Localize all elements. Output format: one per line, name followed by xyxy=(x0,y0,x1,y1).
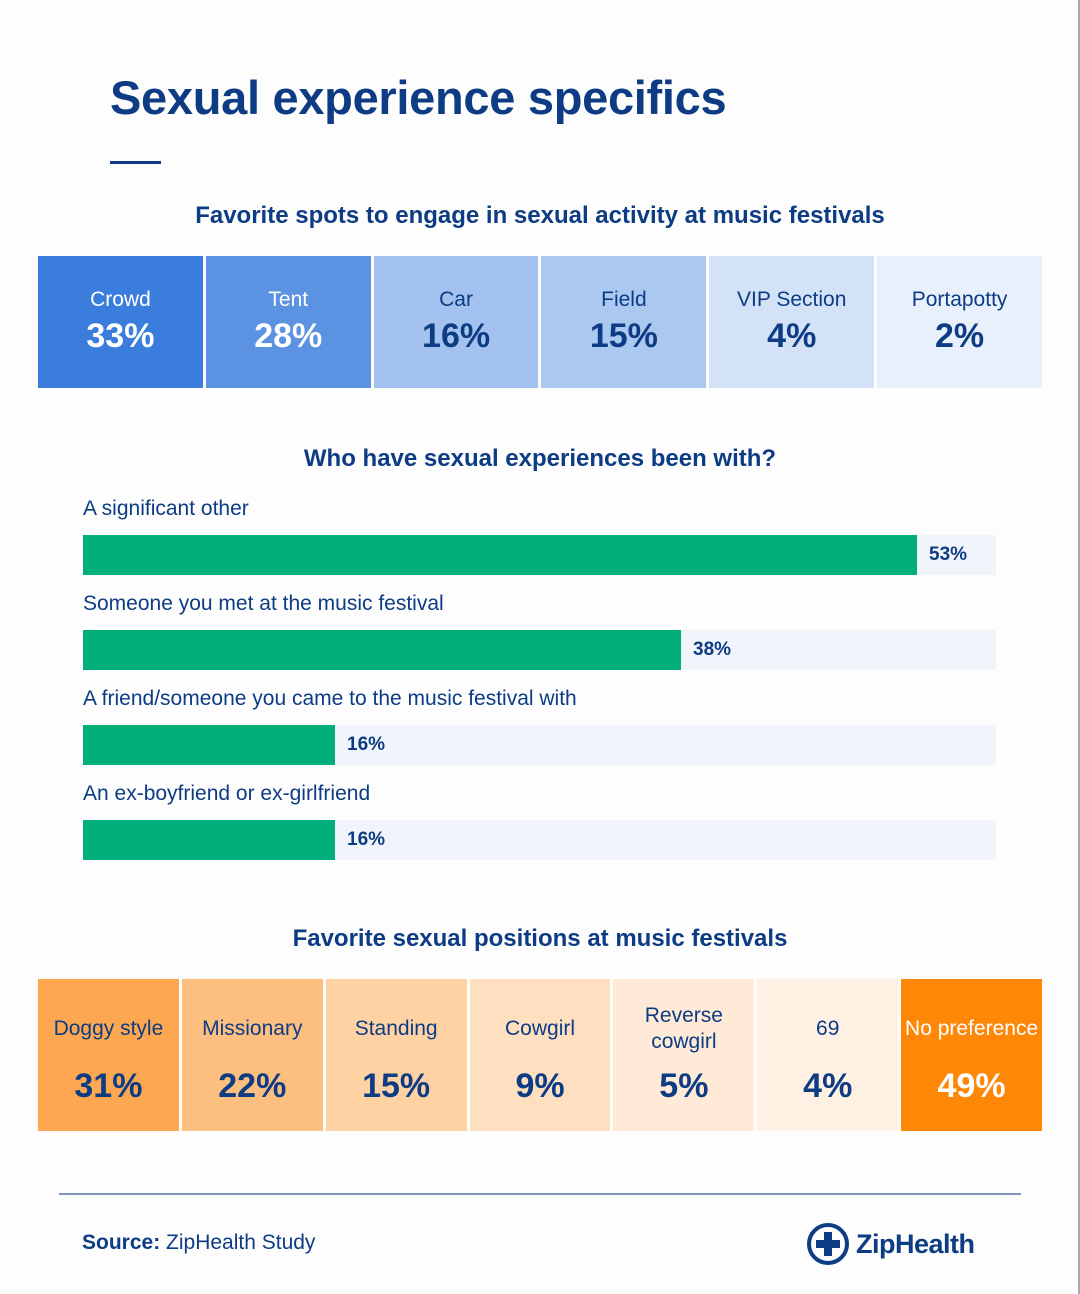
bar-category-label: A friend/someone you came to the music f… xyxy=(83,687,577,710)
page-title: Sexual experience specifics xyxy=(110,71,727,124)
bar-fill xyxy=(83,725,335,765)
positions-tiles: Doggy style 31% Missionary 22% Standing 15% Co… xyxy=(38,979,1043,1131)
bar-fill xyxy=(83,820,335,860)
spot-tile: Tent 28% xyxy=(205,256,371,388)
spot-tile: Field 15% xyxy=(541,256,707,388)
position-tile-label: Missionary xyxy=(202,1017,303,1040)
position-tile-value: 22% xyxy=(218,1067,287,1105)
position-tile-value: 5% xyxy=(659,1067,709,1105)
source-note: Source: ZipHealth Study xyxy=(82,1231,315,1255)
position-tile: Reverse cowgirl 5% xyxy=(613,979,755,1131)
position-tile: Missionary 22% xyxy=(181,979,323,1131)
bar-value-label: 16% xyxy=(347,734,386,755)
medical-cross-icon xyxy=(807,1223,849,1265)
bar-category-label: Someone you met at the music festival xyxy=(83,592,444,615)
position-tile-value: 9% xyxy=(515,1067,565,1105)
position-tile-label: 69 xyxy=(816,1017,840,1040)
position-tile-value: 49% xyxy=(937,1067,1006,1105)
position-tile-label: Standing xyxy=(354,1017,438,1040)
spot-tile-value: 2% xyxy=(934,317,985,355)
position-tile: 69 4% xyxy=(757,979,899,1131)
spot-tile: Portapotty 2% xyxy=(877,256,1042,388)
position-tile-label: No preference xyxy=(905,1017,1039,1040)
spot-tile-label: Car xyxy=(439,288,473,311)
source-text: ZipHealth Study xyxy=(160,1231,316,1254)
bar-category-label: An ex-boyfriend or ex-girlfriend xyxy=(83,782,371,805)
position-tile-value: 15% xyxy=(362,1067,431,1105)
footer-divider xyxy=(59,1193,1021,1195)
spot-tile-value: 16% xyxy=(422,317,491,355)
spot-tile-label: VIP Section xyxy=(737,288,847,311)
bar-value-label: 53% xyxy=(929,544,968,565)
spot-tile-value: 15% xyxy=(589,317,658,355)
position-tile: No preference 49% xyxy=(901,979,1043,1131)
source-label: Source: xyxy=(82,1231,161,1254)
bar-value-label: 16% xyxy=(347,829,386,850)
spot-tile-label: Crowd xyxy=(90,288,151,311)
spot-tile-value: 4% xyxy=(767,317,817,355)
positions-section-title: Favorite sexual positions at music festi… xyxy=(292,925,788,952)
position-tile: Cowgirl 9% xyxy=(469,979,611,1131)
bar-track: 16% xyxy=(83,725,996,765)
bar-value-label: 38% xyxy=(693,639,732,660)
spot-tile-value: 33% xyxy=(86,317,155,355)
spot-tile-label: Field xyxy=(601,288,647,311)
spot-tile: Car 16% xyxy=(373,256,539,388)
bar-track: 38% xyxy=(83,630,996,670)
bar-fill xyxy=(83,535,917,575)
partners-bar-chart: A significant other 53% Someone you met at… xyxy=(83,495,996,875)
bar-fill xyxy=(83,630,681,670)
bar-track: 53% xyxy=(83,535,996,575)
bar-row: An ex-boyfriend or ex-girlfriend 16% xyxy=(83,780,996,875)
spots-tiles: Crowd 33% Tent 28% Car 16% Field 15% VIP Section… xyxy=(38,256,1042,388)
spot-tile-value: 28% xyxy=(254,317,323,355)
position-tile-value: 31% xyxy=(74,1067,143,1105)
partners-section-title: Who have sexual experiences been with? xyxy=(303,445,777,472)
bar-row: A friend/someone you came to the music f… xyxy=(83,685,996,780)
title-underline xyxy=(110,161,161,164)
logo-text: ZipHealth xyxy=(856,1228,975,1259)
position-tile-label: Reverse cowgirl xyxy=(644,1004,723,1053)
position-tile-value: 4% xyxy=(803,1067,853,1105)
bar-row: A significant other 53% xyxy=(83,495,996,590)
bar-row: Someone you met at the music festival 38% xyxy=(83,590,996,685)
bar-category-label: A significant other xyxy=(83,497,249,520)
spot-tile: Crowd 33% xyxy=(38,256,203,388)
ziphealth-logo: ZipHealth xyxy=(806,1222,975,1266)
bar-track: 16% xyxy=(83,820,996,860)
spots-section-title: Favorite spots to engage in sexual activ… xyxy=(195,202,885,229)
spot-tile-label: Portapotty xyxy=(911,288,1008,311)
spot-tile: VIP Section 4% xyxy=(709,256,875,388)
right-edge-divider xyxy=(1078,0,1080,1294)
position-tile: Doggy style 31% xyxy=(38,979,179,1131)
position-tile-label: Cowgirl xyxy=(505,1017,576,1040)
spot-tile-label: Tent xyxy=(268,288,309,311)
position-tile: Standing 15% xyxy=(325,979,467,1131)
position-tile-label: Doggy style xyxy=(53,1017,164,1040)
